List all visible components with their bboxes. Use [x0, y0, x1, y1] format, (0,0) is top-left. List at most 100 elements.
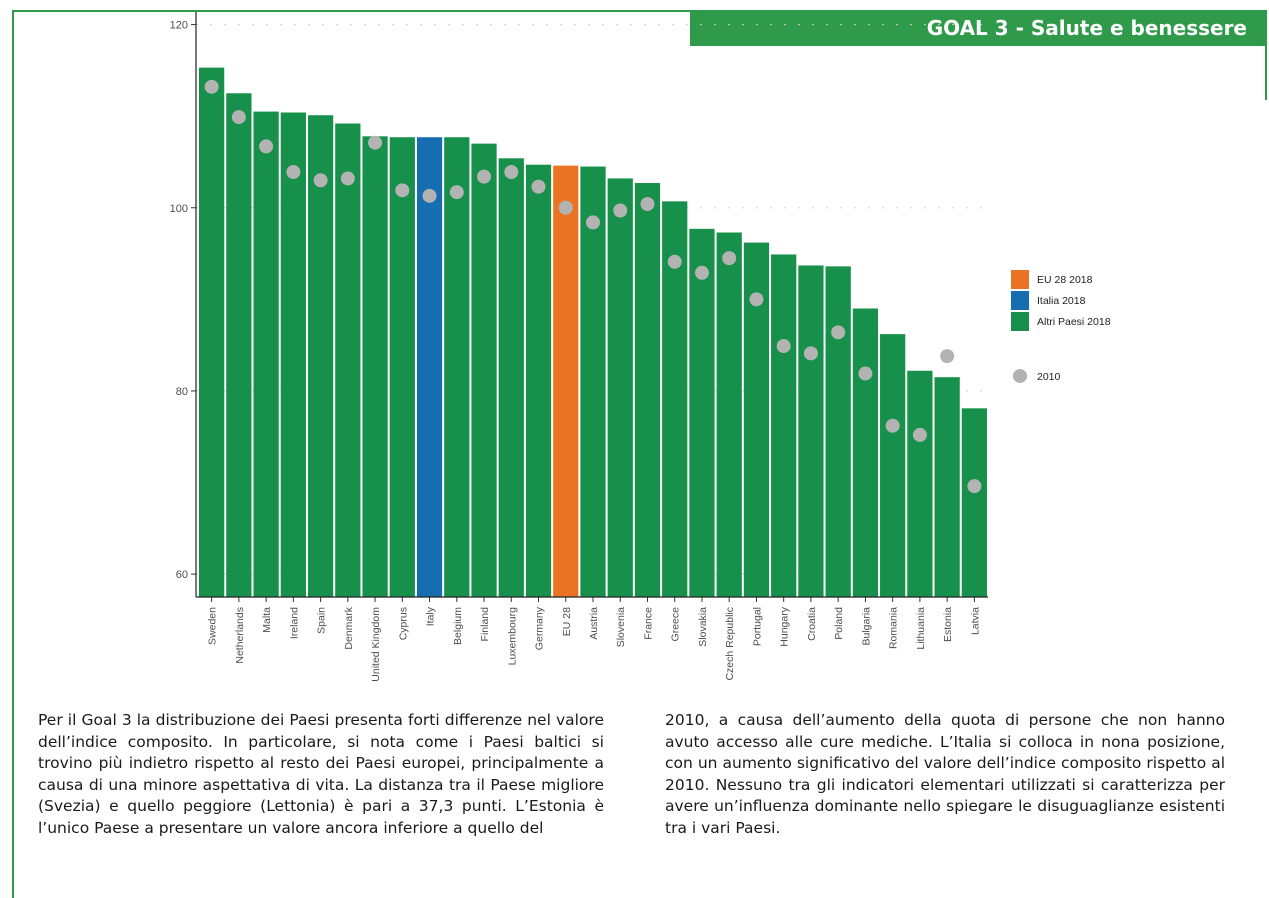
dot-2010-malta	[259, 139, 274, 154]
x-tick-label: Czech Republic	[724, 607, 736, 681]
bar-denmark	[335, 123, 361, 597]
dot-2010-romania	[885, 418, 900, 433]
dot-2010-poland	[831, 325, 846, 340]
y-tick-label: 120	[170, 20, 188, 32]
page-frame-left	[12, 10, 14, 898]
x-tick-label: Greece	[670, 607, 682, 642]
x-tick-label: Lithuania	[915, 607, 927, 650]
x-tick-label: Latvia	[969, 607, 981, 635]
bar-eu-28	[553, 165, 579, 597]
dot-2010-lithuania	[912, 427, 927, 442]
bar-united-kingdom	[362, 136, 388, 598]
x-tick-label: Germany	[534, 606, 546, 650]
x-tick-label: Poland	[833, 607, 845, 640]
x-tick-label: Ireland	[288, 607, 300, 639]
bar-lithuania	[907, 370, 933, 597]
bar-latvia	[961, 408, 987, 597]
bar-romania	[880, 334, 906, 597]
dot-2010-eu-28	[558, 200, 573, 215]
dot-2010-hungary	[776, 339, 791, 354]
dot-2010-greece	[667, 254, 682, 269]
dot-2010-slovenia	[613, 203, 628, 218]
dot-2010-bulgaria	[858, 366, 873, 381]
x-tick-label: Denmark	[343, 606, 355, 649]
x-tick-label: Austria	[588, 607, 600, 640]
x-tick-label: Malta	[261, 607, 273, 633]
legend-label: Italia 2018	[1037, 295, 1086, 307]
dot-2010-finland	[477, 169, 492, 184]
bar-poland	[825, 266, 851, 597]
x-tick-label: United Kingdom	[370, 607, 382, 682]
bar-spain	[307, 115, 334, 597]
bar-slovakia	[689, 228, 715, 598]
bar-austria	[580, 166, 606, 598]
dot-2010-netherlands	[231, 110, 246, 125]
x-tick-label: Portugal	[751, 607, 763, 646]
x-tick-label: Belgium	[452, 607, 464, 645]
dot-2010-france	[640, 197, 655, 212]
dot-2010-portugal	[749, 292, 764, 307]
x-tick-label: Slovenia	[615, 607, 627, 647]
body-text-column-2: 2010, a causa dell’aumento della quota d…	[665, 711, 1225, 837]
dot-2010-sweden	[204, 79, 219, 94]
dot-2010-cyprus	[395, 183, 410, 198]
legend-swatch	[1011, 270, 1029, 289]
x-tick-label: EU 28	[561, 607, 573, 636]
dot-2010-croatia	[803, 346, 818, 361]
legend-label: Altri Paesi 2018	[1037, 316, 1111, 328]
x-tick-label: Italy	[425, 606, 437, 626]
x-tick-label: Croatia	[806, 607, 818, 641]
dot-2010-united-kingdom	[368, 135, 383, 150]
y-tick-label: 100	[170, 203, 188, 215]
dot-2010-ireland	[286, 165, 301, 180]
dot-2010-italy	[422, 188, 437, 203]
dot-2010-denmark	[340, 171, 355, 186]
bar-slovenia	[607, 178, 633, 597]
bar-netherlands	[226, 93, 252, 598]
legend-swatch	[1011, 291, 1029, 310]
bar-malta	[253, 111, 279, 597]
x-tick-label: Bulgaria	[860, 607, 872, 646]
y-tick-label: 60	[176, 569, 188, 581]
x-tick-label: Estonia	[942, 607, 954, 642]
x-tick-label: Sweden	[207, 607, 219, 645]
dot-2010-belgium	[449, 185, 464, 200]
y-tick-label: 80	[176, 386, 188, 398]
body-text-column-1: Per il Goal 3 la distribuzione dei Paesi…	[38, 711, 604, 837]
bar-bulgaria	[852, 308, 879, 597]
bar-chart: 60 80 100 120 Sweden Netherlands Malta Ireland S…	[170, 12, 1111, 682]
bar-hungary	[771, 254, 797, 597]
x-tick-label: Spain	[316, 607, 328, 634]
bar-italy	[416, 137, 443, 597]
bar-czech-republic	[716, 232, 742, 597]
page-frame-top	[12, 10, 692, 12]
bar-germany	[525, 164, 552, 597]
dot-2010-latvia	[967, 479, 982, 494]
dot-2010-slovakia	[694, 265, 709, 280]
bar-sweden	[199, 67, 225, 598]
dot-2010-luxembourg	[504, 165, 519, 180]
x-tick-label: Cyprus	[397, 607, 409, 640]
bar-finland	[471, 143, 497, 597]
dot-2010-austria	[586, 215, 600, 230]
legend-swatch	[1011, 312, 1029, 331]
x-tick-label: Romania	[888, 607, 900, 649]
dot-2010-estonia	[940, 349, 955, 364]
page-frame-right	[1265, 10, 1267, 100]
bar-cyprus	[389, 137, 415, 597]
x-tick-label: France	[642, 607, 654, 640]
dot-2010-germany	[531, 179, 546, 194]
legend-label: 2010	[1037, 371, 1061, 383]
x-tick-label: Netherlands	[234, 607, 246, 664]
bar-france	[634, 183, 661, 597]
x-tick-label: Hungary	[779, 606, 791, 646]
x-tick-label: Slovakia	[697, 607, 709, 647]
dot-2010-czech-republic	[722, 251, 737, 266]
bar-croatia	[798, 265, 824, 597]
bar-belgium	[444, 137, 470, 597]
dot-2010-spain	[313, 173, 328, 188]
x-tick-label: Luxembourg	[506, 607, 518, 666]
legend-label: EU 28 2018	[1037, 274, 1093, 286]
goal-banner: GOAL 3 - Salute e benessere	[690, 10, 1267, 46]
legend-marker-2010	[1013, 369, 1027, 383]
